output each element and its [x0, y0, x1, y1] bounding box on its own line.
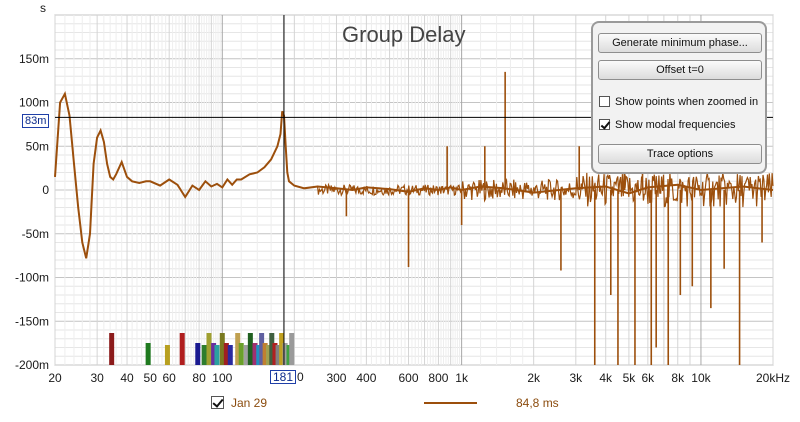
- show-points-row[interactable]: Show points when zoomed in: [599, 96, 758, 108]
- modal-frequency-bars: [109, 333, 295, 365]
- grid-lines: [54, 14, 774, 366]
- x-tick-label: 30: [90, 371, 104, 385]
- y-axis-ticks: 150m 100m 50m 0 -50m -100m -150m -200m: [15, 52, 49, 372]
- trace-options-panel: Generate minimum phase... Offset t=0 Sho…: [591, 21, 767, 174]
- show-points-checkbox[interactable]: [599, 96, 610, 107]
- modal-frequency-bar: [206, 333, 212, 365]
- x-tick-label: 6k: [642, 371, 656, 385]
- y-tick-label: 0: [42, 183, 49, 197]
- modal-frequency-bar: [243, 345, 249, 365]
- y-tick-label: -100m: [15, 271, 49, 285]
- x-tick-label: 300: [326, 371, 346, 385]
- trace-options-button[interactable]: Trace options: [598, 144, 762, 164]
- show-modal-row[interactable]: Show modal frequencies: [599, 119, 735, 131]
- modal-frequency-bar: [145, 343, 151, 365]
- chart-title: Group Delay: [342, 22, 466, 47]
- modal-frequency-bar: [109, 333, 115, 365]
- modal-frequency-bar: [259, 333, 265, 365]
- modal-frequency-bar: [223, 343, 229, 365]
- x-tick-label: 800: [428, 371, 448, 385]
- modal-frequency-bar: [219, 333, 225, 365]
- y-unit-label: s: [40, 1, 46, 15]
- modal-frequency-bar: [275, 345, 281, 365]
- modal-frequency-bar: [266, 345, 272, 365]
- modal-frequency-bar: [214, 345, 220, 365]
- modal-frequency-bar: [252, 343, 258, 365]
- modal-frequency-bar: [289, 333, 295, 365]
- group-delay-trace: [54, 58, 774, 365]
- show-modal-checkbox[interactable]: [599, 119, 610, 130]
- x-axis-ticks: 20 30 40 50 60 80 100 300 400 600 800 1k 2k 3k 4k 5k 6k 8…: [48, 371, 790, 385]
- y-tick-label: -150m: [15, 314, 49, 328]
- x-tick-label: 20kHz: [756, 371, 790, 385]
- offset-t0-button[interactable]: Offset t=0: [598, 60, 762, 80]
- modal-frequency-bar: [269, 333, 275, 365]
- x-tick-label: 1k: [455, 371, 469, 385]
- modal-frequency-bar: [179, 333, 185, 365]
- y-tick-label: -200m: [15, 358, 49, 372]
- y-tick-label: 100m: [19, 96, 49, 110]
- legend-trace-swatch: [424, 402, 477, 404]
- show-points-label: Show points when zoomed in: [615, 96, 759, 108]
- modal-frequency-bar: [238, 343, 244, 365]
- x-tick-label: 100: [212, 371, 232, 385]
- x-tick-label: 10k: [691, 371, 711, 385]
- cursor-freq-readout: 181: [270, 370, 297, 384]
- x-tick-label: 50: [144, 371, 158, 385]
- y-tick-label: 150m: [19, 52, 49, 66]
- modal-frequency-bar: [262, 343, 268, 365]
- modal-frequency-bar: [247, 333, 253, 365]
- x-tick-label: 80: [192, 371, 206, 385]
- trace-noise: [316, 172, 774, 208]
- legend-trace-value: 84,8 ms: [516, 396, 559, 410]
- modal-frequency-bar: [227, 345, 233, 365]
- x-tick-label: 2k: [527, 371, 541, 385]
- show-modal-label: Show modal frequencies: [615, 119, 736, 131]
- cursor-freq-suffix: 0: [297, 370, 304, 384]
- generate-minimum-phase-button[interactable]: Generate minimum phase...: [598, 33, 762, 53]
- y-tick-label: -50m: [22, 227, 49, 241]
- cursor-value-readout: 83m: [22, 114, 50, 128]
- modal-frequency-bar: [286, 345, 292, 365]
- y-tick-label: 50m: [26, 139, 49, 153]
- modal-frequency-bar: [256, 345, 262, 365]
- x-tick-label: 3k: [569, 371, 583, 385]
- x-tick-label: 8k: [671, 371, 685, 385]
- legend-trace-checkbox[interactable]: [211, 396, 224, 409]
- modal-frequency-bar: [195, 343, 201, 365]
- modal-frequency-bar: [282, 343, 288, 365]
- modal-frequency-bar: [201, 345, 207, 365]
- x-tick-label: 60: [163, 371, 177, 385]
- x-tick-label: 4k: [599, 371, 613, 385]
- x-tick-label: 600: [399, 371, 419, 385]
- x-tick-label: 40: [120, 371, 134, 385]
- legend-trace-name: Jan 29: [231, 396, 268, 410]
- x-tick-label: 5k: [623, 371, 637, 385]
- modal-frequency-bar: [164, 345, 170, 365]
- modal-frequency-bar: [235, 333, 241, 365]
- modal-frequency-bar: [272, 343, 278, 365]
- x-tick-label: 400: [356, 371, 376, 385]
- x-tick-label: 20: [48, 371, 62, 385]
- modal-frequency-bar: [211, 343, 217, 365]
- modal-frequency-bar: [279, 333, 285, 365]
